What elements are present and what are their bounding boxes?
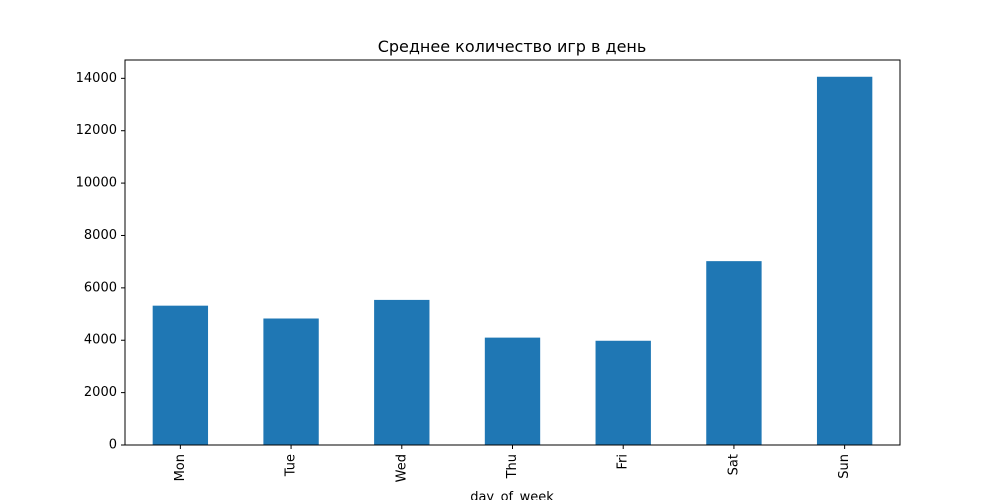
- bar-wed: [374, 299, 430, 445]
- y-tick-label: 0: [109, 438, 117, 453]
- x-tick-label-thu: Thu: [505, 454, 520, 479]
- y-axis: 0 2000 4000 6000 8000 10000 12000 14000: [76, 71, 125, 453]
- bar-sun: [816, 76, 873, 445]
- x-tick-label-sun: Sun: [837, 454, 852, 479]
- bar-tue: [263, 318, 319, 445]
- y-tick-label: 4000: [84, 333, 117, 348]
- x-tick-label-sat: Sat: [726, 454, 741, 475]
- y-tick-label: 2000: [84, 385, 117, 400]
- y-tick-label: 14000: [76, 71, 117, 86]
- bar-sat: [706, 261, 762, 445]
- x-tick-label-fri: Fri: [616, 454, 631, 470]
- plot-frame: [124, 59, 901, 446]
- x-tick-label-wed: Wed: [394, 454, 409, 482]
- y-tick-label: 10000: [76, 176, 117, 191]
- x-tick-label-mon: Mon: [173, 454, 188, 481]
- chart-title: Среднее количество игр в день: [378, 37, 647, 56]
- y-tick-label: 6000: [84, 280, 117, 295]
- bars-layer: [152, 76, 873, 445]
- y-tick-label: 8000: [84, 228, 117, 243]
- bar-mon: [152, 305, 209, 445]
- x-axis: Mon Tue Wed Thu Fri Sat Sun: [173, 445, 852, 482]
- x-axis-label: day_of_week: [470, 490, 554, 500]
- bar-fri: [595, 340, 651, 445]
- x-tick-label-tue: Tue: [284, 454, 299, 477]
- y-tick-label: 12000: [76, 123, 117, 138]
- bar-thu: [484, 337, 541, 445]
